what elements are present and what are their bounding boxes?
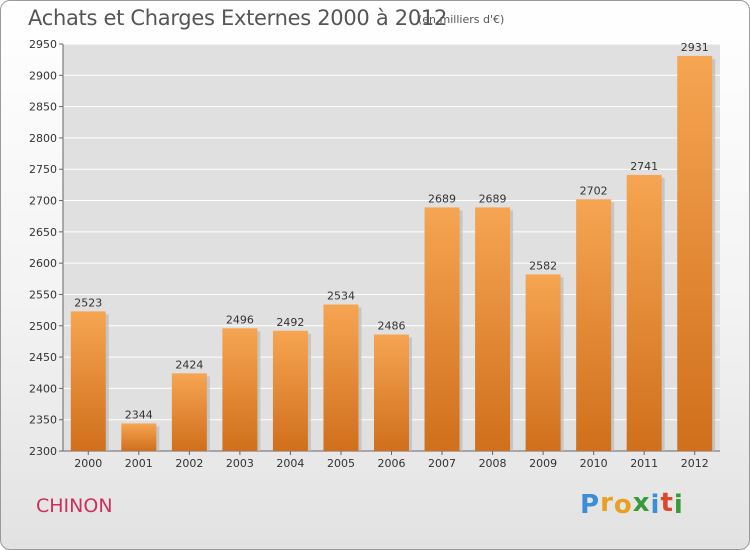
y-tick-label: 2900 bbox=[29, 69, 57, 82]
value-label-2001: 2344 bbox=[125, 408, 153, 421]
bar-2008 bbox=[475, 207, 511, 451]
y-tick-label: 2450 bbox=[29, 351, 57, 364]
bar-2001 bbox=[121, 423, 157, 451]
x-tick-label-2008: 2008 bbox=[479, 457, 507, 470]
bar-2007 bbox=[424, 207, 460, 451]
y-tick-label: 2600 bbox=[29, 257, 57, 270]
x-tick-label-2009: 2009 bbox=[529, 457, 557, 470]
bars bbox=[70, 55, 716, 452]
x-tick-label-2002: 2002 bbox=[175, 457, 203, 470]
logo-letter: P bbox=[580, 490, 601, 520]
y-tick-label: 2700 bbox=[29, 195, 57, 208]
y-tick-label: 2550 bbox=[29, 288, 57, 301]
value-label-2012: 2931 bbox=[681, 41, 709, 54]
logo-letter: r bbox=[600, 488, 614, 518]
chart-title: Achats et Charges Externes 2000 à 2012 bbox=[28, 6, 448, 30]
x-tick-label-2004: 2004 bbox=[276, 457, 304, 470]
y-tick-label: 2950 bbox=[29, 38, 57, 51]
bar-2003 bbox=[222, 328, 258, 451]
y-tick-label: 2750 bbox=[29, 163, 57, 176]
value-labels: 2523 2344 2424 2496 2492 2534 2486 2689 2689 2582… bbox=[74, 41, 708, 422]
bar-2012 bbox=[677, 55, 713, 452]
bar-2002 bbox=[171, 373, 207, 451]
value-label-2004: 2492 bbox=[276, 316, 304, 329]
logo-letter: x bbox=[632, 488, 651, 518]
logo-letter: i bbox=[650, 490, 661, 520]
x-tick-label-2007: 2007 bbox=[428, 457, 456, 470]
x-tick-label-2000: 2000 bbox=[74, 457, 102, 470]
y-tick-label: 2300 bbox=[29, 445, 57, 458]
logo-letter: t bbox=[660, 488, 674, 518]
y-tick-label: 2850 bbox=[29, 101, 57, 114]
logo-letter: o bbox=[613, 490, 633, 520]
bar-2011 bbox=[626, 174, 662, 451]
unit-note: (en milliers d'€) bbox=[418, 13, 505, 26]
y-tick-label: 2350 bbox=[29, 414, 57, 427]
value-label-2011: 2741 bbox=[630, 160, 658, 173]
y-tick-label: 2650 bbox=[29, 226, 57, 239]
x-axis: 2000 2001 2002 2003 2004 2005 2006 2007 2008 2009… bbox=[63, 450, 720, 470]
value-label-2008: 2689 bbox=[479, 192, 507, 205]
x-tick-label-2011: 2011 bbox=[630, 457, 658, 470]
x-tick-label-2003: 2003 bbox=[226, 457, 254, 470]
value-label-2005: 2534 bbox=[327, 289, 355, 302]
value-label-2000: 2523 bbox=[74, 296, 102, 309]
y-tick-label: 2500 bbox=[29, 320, 57, 333]
logo-letter: i bbox=[673, 490, 684, 520]
y-tick-label: 2800 bbox=[29, 132, 57, 145]
value-label-2006: 2486 bbox=[378, 320, 406, 333]
place-name: CHINON bbox=[36, 495, 113, 517]
x-tick-label-2005: 2005 bbox=[327, 457, 355, 470]
value-label-2009: 2582 bbox=[529, 259, 557, 272]
bar-2010 bbox=[576, 199, 612, 451]
y-axis: 2300 2350 2400 2450 2500 2550 2600 2650 2700 2750… bbox=[29, 38, 64, 458]
bar-2009 bbox=[525, 274, 561, 451]
proxiti-logo: Proxiti bbox=[580, 488, 684, 520]
x-tick-label-2001: 2001 bbox=[125, 457, 153, 470]
x-tick-label-2012: 2012 bbox=[681, 457, 709, 470]
x-tick-label-2006: 2006 bbox=[378, 457, 406, 470]
bar-2000 bbox=[70, 311, 106, 451]
bar-2005 bbox=[323, 304, 359, 451]
y-tick-label: 2400 bbox=[29, 382, 57, 395]
x-tick-label-2010: 2010 bbox=[580, 457, 608, 470]
bar-2004 bbox=[272, 330, 308, 451]
value-label-2003: 2496 bbox=[226, 313, 254, 326]
value-label-2010: 2702 bbox=[580, 184, 608, 197]
value-label-2002: 2424 bbox=[175, 358, 203, 371]
value-label-2007: 2689 bbox=[428, 192, 456, 205]
bar-2006 bbox=[374, 334, 409, 451]
